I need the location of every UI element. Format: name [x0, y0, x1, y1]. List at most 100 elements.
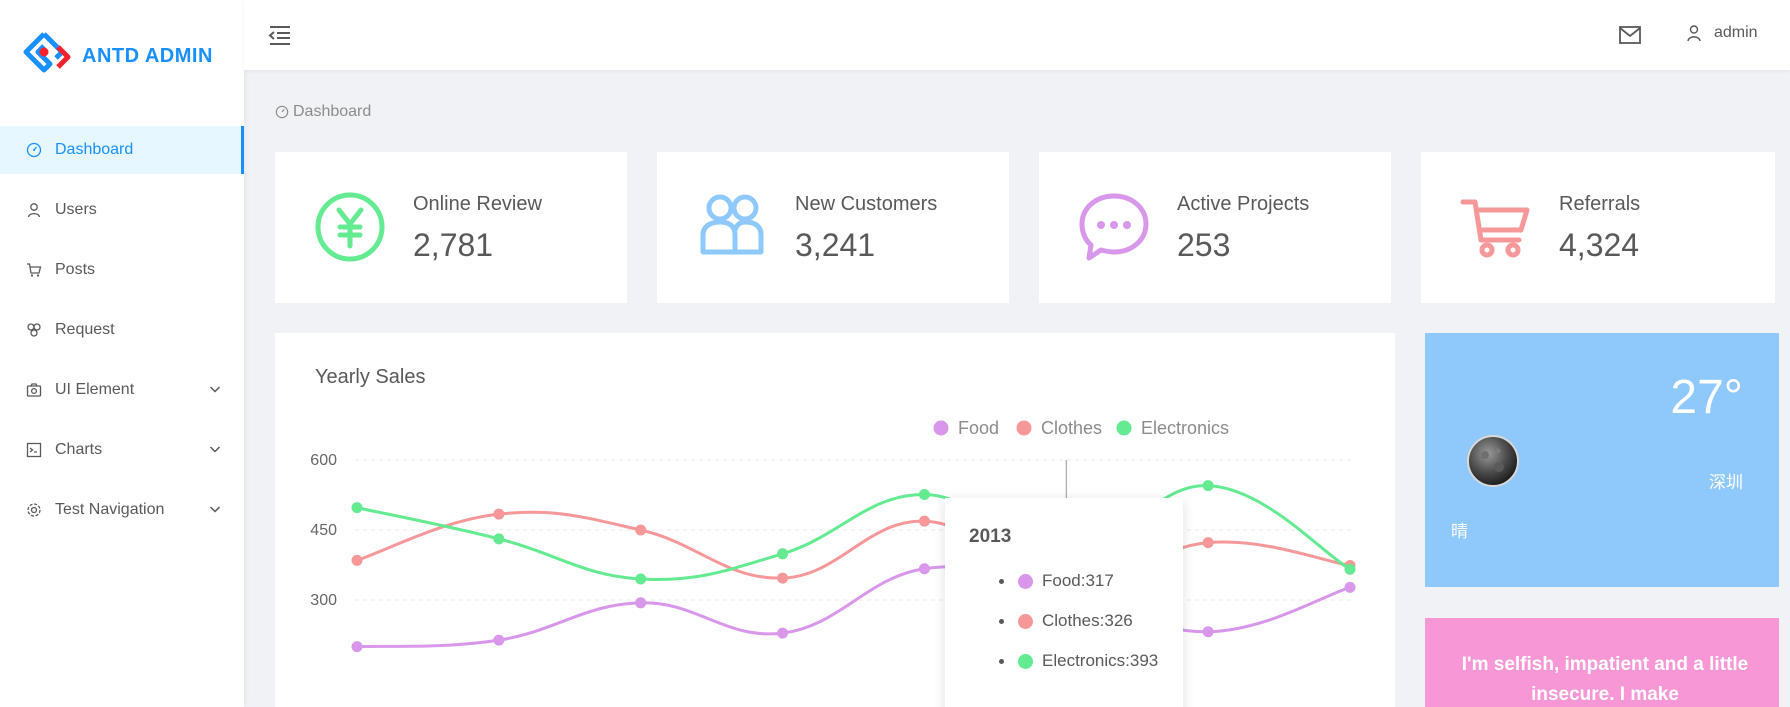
card-value: 3,241	[795, 227, 876, 263]
logo[interactable]: ANTD ADMIN	[22, 30, 213, 82]
sidebar-item-label: Posts	[55, 261, 96, 278]
user-icon	[26, 202, 42, 218]
tooltip-item-label: Clothes:326	[1042, 611, 1133, 630]
breadcrumb: Dashboard	[275, 103, 371, 121]
data-point-food	[777, 627, 789, 639]
tooltip-item-clothes: Clothes:326	[999, 611, 1133, 631]
data-point-clothes	[918, 515, 930, 527]
shopping-cart-icon	[1460, 199, 1530, 258]
legend-dot	[1018, 613, 1033, 629]
y-tick-label: 300	[310, 592, 337, 609]
sidebar-item-users[interactable]: Users	[0, 186, 244, 234]
tooltip-item-food: Food:317	[999, 571, 1114, 591]
legend-dot	[1018, 653, 1033, 669]
cart-icon	[26, 262, 42, 278]
chevron-down-icon	[209, 446, 221, 453]
card-title: Referrals	[1559, 193, 1641, 215]
sidebar-item-ui-element[interactable]: UI Element	[0, 366, 244, 414]
data-point-clothes	[1202, 537, 1214, 549]
legend-marker-electronics	[1116, 420, 1132, 436]
card-value: 253	[1177, 227, 1231, 263]
sidebar-item-label: Charts	[55, 441, 103, 458]
number-card-new-customers: New Customers 3,241	[657, 152, 1009, 303]
card-value: 2,781	[413, 227, 494, 263]
pay-circle-icon	[315, 192, 385, 262]
chevron-down-icon	[209, 506, 221, 513]
data-point-clothes	[493, 508, 505, 520]
legend-label-clothes: Clothes	[1041, 418, 1102, 438]
api-icon	[26, 322, 42, 338]
card-value: 4,324	[1559, 227, 1640, 263]
weather-city: 深圳	[1709, 473, 1743, 492]
data-point-food	[635, 597, 647, 609]
sales-card: Yearly Sales 600 450 300 Food Clothes Electro…	[275, 333, 1395, 707]
data-point-electronics	[1344, 563, 1356, 575]
mail-icon[interactable]	[1618, 24, 1642, 46]
sidebar-menu: Dashboard Users Posts Request UI Element	[0, 126, 244, 546]
menu-fold-icon[interactable]	[268, 23, 292, 47]
chart-tooltip: 2013 Food:317 Clothes:326 Electronics:39…	[945, 498, 1183, 707]
data-point-food	[918, 563, 930, 575]
card-title: Online Review	[413, 193, 542, 215]
weather-condition: 晴	[1451, 522, 1468, 541]
y-tick-label: 600	[310, 452, 337, 469]
moon-icon	[1467, 435, 1519, 487]
sales-title: Yearly Sales	[315, 366, 426, 388]
data-point-electronics	[351, 502, 363, 514]
header: admin	[244, 0, 1790, 70]
breadcrumb-label: Dashboard	[293, 103, 372, 120]
data-point-food	[1202, 626, 1214, 638]
data-point-electronics	[918, 489, 930, 501]
sidebar-item-request[interactable]: Request	[0, 306, 244, 354]
series-line-clothes	[356, 510, 1351, 590]
sidebar-item-charts[interactable]: Charts	[0, 426, 244, 474]
data-point-clothes	[635, 524, 647, 536]
weather-temperature: 27°	[1670, 371, 1743, 424]
user-menu[interactable]: admin	[1686, 24, 1758, 42]
data-point-food	[351, 641, 363, 653]
card-title: New Customers	[795, 193, 938, 215]
sidebar-item-label: UI Element	[55, 381, 135, 398]
legend-marker-food	[933, 420, 949, 436]
tooltip-item-label: Food:317	[1042, 571, 1114, 590]
username: admin	[1714, 24, 1758, 41]
quote-card: I'm selfish, impatient and a little inse…	[1425, 618, 1779, 707]
sidebar-item-label: Test Navigation	[55, 501, 165, 518]
series-line-electronics	[356, 484, 1351, 581]
legend-label-food: Food	[958, 418, 999, 438]
tooltip-item-label: Electronics:393	[1042, 651, 1159, 670]
sidebar-item-posts[interactable]: Posts	[0, 246, 244, 294]
sidebar-item-label: Dashboard	[55, 141, 134, 158]
data-point-clothes	[351, 554, 363, 566]
sidebar-item-dashboard[interactable]: Dashboard	[0, 126, 244, 174]
data-point-electronics	[635, 573, 647, 585]
tooltip-item-electronics: Electronics:393	[999, 651, 1158, 671]
camera-icon	[26, 382, 42, 398]
sidebar: ANTD ADMIN Dashboard Users Posts Request	[0, 0, 244, 707]
card-title: Active Projects	[1177, 193, 1310, 215]
data-point-food	[493, 634, 505, 646]
logo-icon	[23, 32, 71, 73]
dashboard-icon	[275, 105, 289, 119]
team-icon	[700, 194, 764, 255]
tooltip-title: 2013	[969, 526, 1012, 547]
number-card-active-projects: Active Projects 253	[1039, 152, 1391, 303]
setting-icon	[26, 502, 42, 518]
number-card-online-review: Online Review 2,781	[275, 152, 627, 303]
dashboard-icon	[26, 142, 42, 158]
message-icon	[1079, 193, 1149, 261]
sales-chart: 600 450 300 Food Clothes Electronics	[310, 418, 1356, 707]
data-point-clothes	[777, 572, 789, 584]
app-title: ANTD ADMIN	[82, 44, 213, 67]
sidebar-item-test-navigation[interactable]: Test Navigation	[0, 486, 244, 534]
legend-marker-clothes	[1016, 420, 1032, 436]
legend-label-electronics: Electronics	[1141, 418, 1229, 438]
quote-text: I'm selfish, impatient and a little inse…	[1461, 654, 1749, 705]
data-point-electronics	[777, 548, 789, 560]
number-card-referrals: Referrals 4,324	[1421, 152, 1775, 303]
code-icon	[26, 442, 42, 458]
legend-dot	[1018, 573, 1033, 589]
data-point-electronics	[493, 533, 505, 545]
weather-card: 27° 深圳 晴	[1425, 333, 1779, 587]
user-icon	[1687, 25, 1701, 42]
